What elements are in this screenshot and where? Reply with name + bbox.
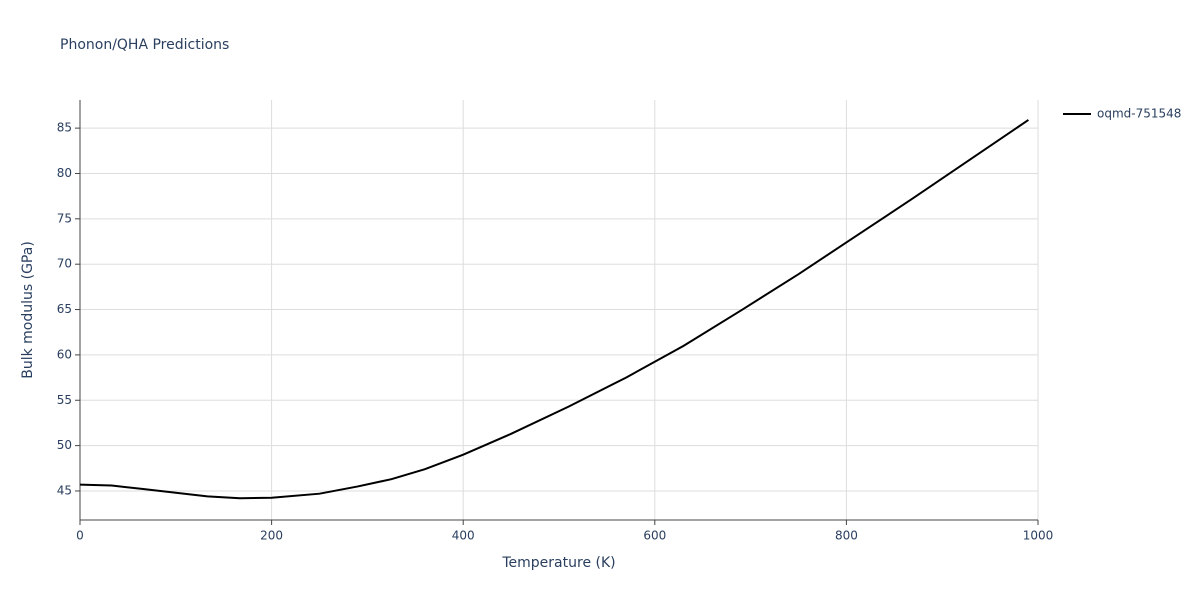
legend-label: oqmd-751548 [1097, 107, 1181, 121]
x-tick-label: 200 [260, 529, 283, 543]
y-tick-label: 45 [57, 483, 72, 497]
x-tick-label: 400 [452, 529, 475, 543]
x-tick-label: 1000 [1023, 529, 1054, 543]
chart-title: Phonon/QHA Predictions [60, 37, 229, 53]
y-tick-label: 70 [57, 257, 72, 271]
y-tick-label: 50 [57, 438, 72, 452]
y-axis-title: Bulk modulus (GPa) [20, 241, 36, 379]
y-tick-label: 80 [57, 166, 72, 180]
x-axis-title: Temperature (K) [501, 555, 615, 571]
y-tick-label: 55 [57, 393, 72, 407]
y-tick-label: 65 [57, 302, 72, 316]
x-tick-label: 800 [835, 529, 858, 543]
y-tick-label: 60 [57, 347, 72, 361]
y-tick-label: 85 [57, 121, 72, 135]
y-tick-label: 75 [57, 211, 72, 225]
data-line [79, 119, 1029, 500]
x-tick-label: 600 [643, 529, 666, 543]
x-tick-label: 0 [76, 529, 84, 543]
